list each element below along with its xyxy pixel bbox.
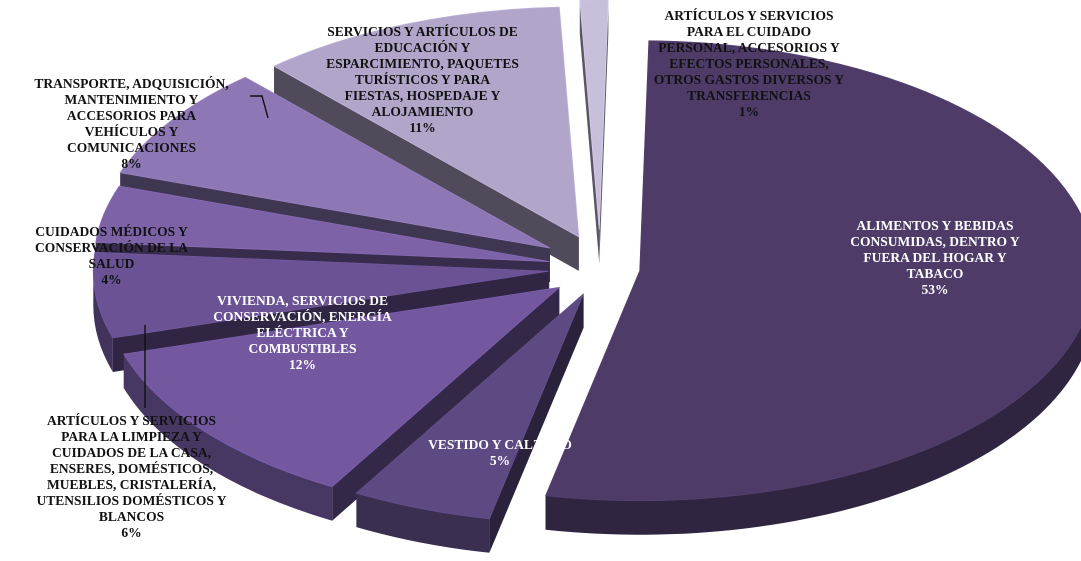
- slice-percent-0: 53%: [805, 282, 1065, 298]
- slice-label-0: ALIMENTOS Y BEBIDAS CONSUMIDAS, DENTRO Y…: [805, 218, 1065, 298]
- slice-label-7: ARTÍCULOS Y SERVICIOS PARA EL CUIDADO PE…: [618, 8, 880, 120]
- slice-label-text-0: ALIMENTOS Y BEBIDAS CONSUMIDAS, DENTRO Y…: [850, 218, 1019, 281]
- slice-percent-6: 11%: [290, 120, 555, 136]
- slice-percent-1: 5%: [400, 453, 600, 469]
- slice-label-text-5: TRANSPORTE, ADQUISICIÓN, MANTENIMIENTO Y…: [34, 76, 228, 155]
- slice-percent-2: 12%: [180, 357, 425, 373]
- slice-percent-5: 8%: [4, 156, 259, 172]
- slice-label-text-6: SERVICIOS Y ARTÍCULOS DE EDUCACIÓN Y ESP…: [326, 24, 519, 119]
- slice-label-1: VESTIDO Y CALZADO 5%: [400, 437, 600, 469]
- slice-percent-4: 4%: [4, 272, 219, 288]
- slice-percent-3: 6%: [4, 525, 259, 541]
- slice-label-3: ARTÍCULOS Y SERVICIOS PARA LA LIMPIEZA Y…: [4, 413, 259, 541]
- slice-label-text-2: VIVIENDA, SERVICIOS DE CONSERVACIÓN, ENE…: [213, 293, 392, 356]
- slice-label-5: TRANSPORTE, ADQUISICIÓN, MANTENIMIENTO Y…: [4, 76, 259, 172]
- slice-label-text-7: ARTÍCULOS Y SERVICIOS PARA EL CUIDADO PE…: [654, 8, 844, 103]
- slice-label-text-1: VESTIDO Y CALZADO: [428, 437, 572, 452]
- slice-label-4: CUIDADOS MÉDICOS Y CONSERVACIÓN DE LA SA…: [4, 224, 219, 288]
- slice-percent-7: 1%: [618, 104, 880, 120]
- slice-label-text-3: ARTÍCULOS Y SERVICIOS PARA LA LIMPIEZA Y…: [36, 413, 226, 524]
- slice-label-text-4: CUIDADOS MÉDICOS Y CONSERVACIÓN DE LA SA…: [35, 224, 188, 271]
- slice-label-6: SERVICIOS Y ARTÍCULOS DE EDUCACIÓN Y ESP…: [290, 24, 555, 136]
- slice-label-2: VIVIENDA, SERVICIOS DE CONSERVACIÓN, ENE…: [180, 293, 425, 373]
